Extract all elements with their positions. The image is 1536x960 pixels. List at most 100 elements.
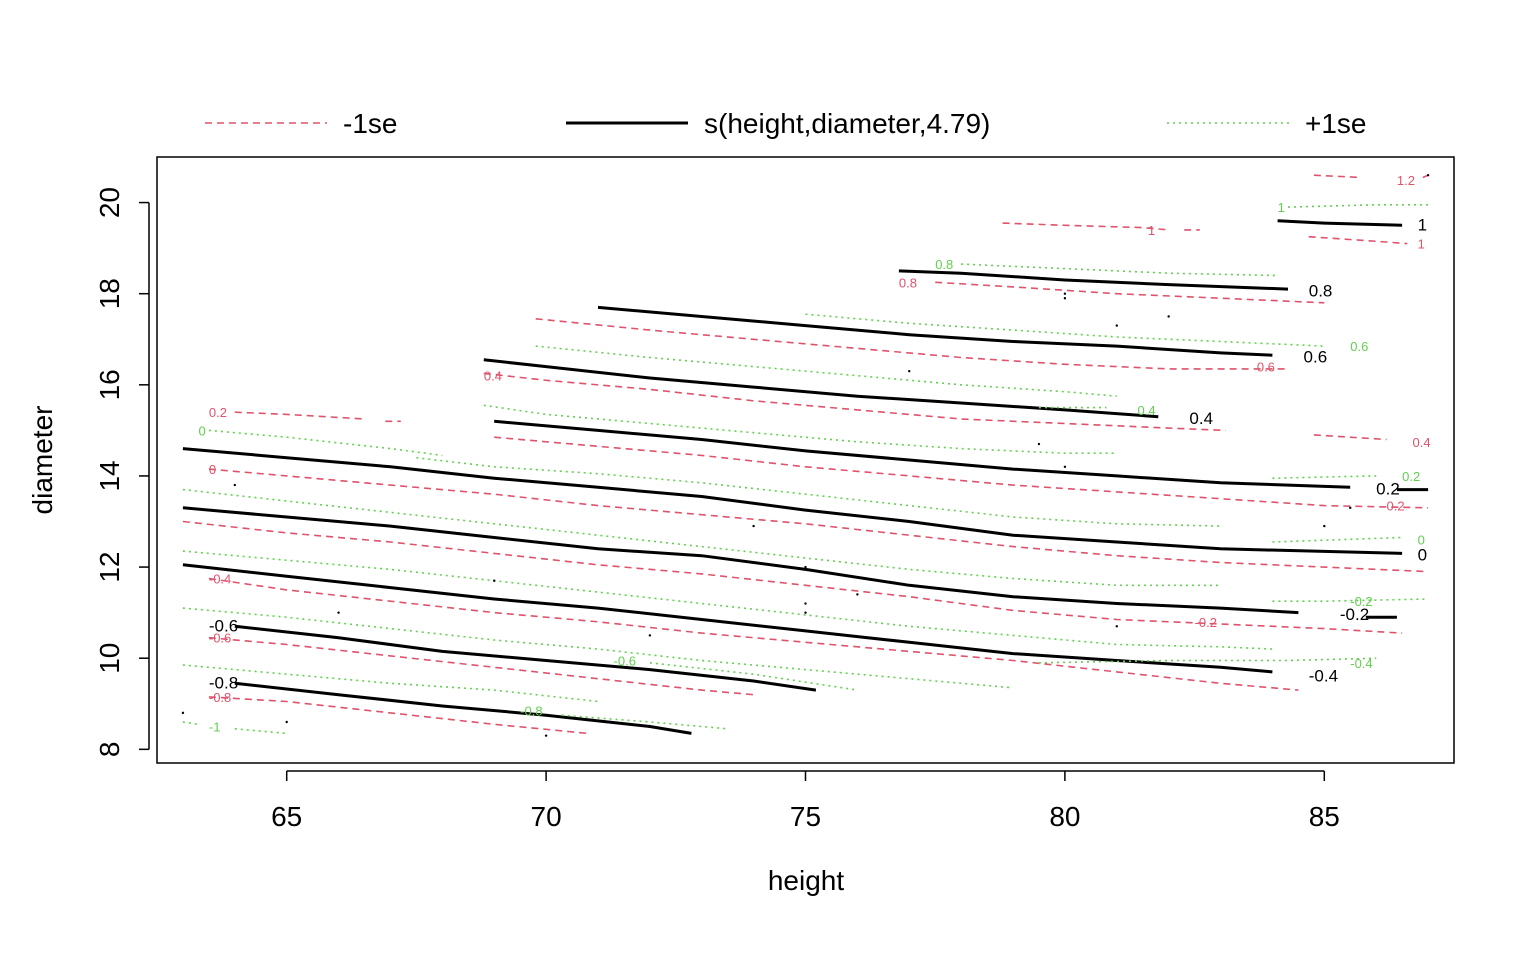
series-dashed: -0.8 -0.6 -0.4 -0.2 0 0.20.2 0.4 0.4 0.6 0.8 1 1 1.2	[182, 173, 1431, 735]
legend-label: s(height,diameter,4.79)	[704, 108, 990, 139]
data-point	[1349, 506, 1352, 510]
data-point	[1323, 524, 1326, 528]
contour-label: 0.6	[1304, 347, 1328, 366]
contour-label: -0.8	[209, 690, 231, 705]
data-point	[1167, 315, 1170, 318]
contour-label: 0.4	[484, 369, 502, 384]
contour-line	[234, 624, 817, 692]
contour-line	[182, 607, 1014, 689]
contour-line	[483, 358, 1159, 419]
data-point	[1063, 465, 1067, 469]
contour-label: -0.6	[614, 653, 636, 668]
contour-label: -0.4	[1350, 656, 1372, 671]
x-tick-label: 80	[1049, 801, 1080, 832]
data-point	[804, 602, 807, 605]
contour-line	[182, 488, 1221, 587]
contour-label: -1	[209, 720, 221, 735]
contour-line	[961, 263, 1278, 277]
contour-line	[483, 404, 1117, 454]
data-point	[1063, 297, 1067, 300]
contour-line	[182, 550, 1273, 650]
contour-line	[1272, 536, 1403, 543]
contour-line	[1313, 174, 1361, 179]
x-axis-label: height	[768, 865, 845, 896]
data-point	[856, 593, 859, 596]
contour-label: -0.2	[1340, 605, 1369, 624]
legend-label: -1se	[343, 108, 397, 139]
series-dotted: -1 -0.8 -0.6 -0.4 -0.2 0 0 0.2 0.4 0.6 0.8 1	[182, 200, 1429, 735]
contour-label: 0.8	[1309, 281, 1333, 300]
y-tick-label: 16	[94, 369, 125, 400]
contour-label: -0.2	[1195, 615, 1217, 630]
data-point	[285, 720, 288, 724]
data-point	[804, 611, 807, 614]
data-point	[493, 579, 496, 582]
contour-label: 1.2	[1397, 173, 1415, 188]
contour-line	[182, 721, 199, 726]
contour-line	[535, 345, 1117, 397]
data-points	[181, 174, 1430, 737]
contour-line	[805, 313, 1325, 347]
contour-line	[208, 696, 588, 735]
y-axis-label: diameter	[27, 406, 58, 515]
data-point	[752, 524, 755, 528]
contour-label: 1	[1418, 237, 1425, 252]
contour-line	[208, 429, 443, 457]
contour-label: -0.4	[209, 571, 231, 586]
contour-line	[1272, 598, 1429, 602]
contour-label: 0.4	[1138, 403, 1156, 418]
contour-line	[597, 305, 1273, 357]
contour-line	[1308, 235, 1408, 245]
contour-label: 0.6	[1257, 360, 1275, 375]
contour-label: -0.2	[1350, 594, 1372, 609]
data-point	[337, 611, 340, 614]
contour-line	[649, 662, 858, 691]
contour-line	[182, 447, 1403, 555]
contour-line	[208, 636, 754, 696]
legend-label: +1se	[1305, 108, 1367, 139]
contour-lines: -0.8-0.6-0.4-0.200.20.40.60.81-0.8-0.6-0…	[182, 173, 1431, 735]
contour-line	[1272, 475, 1377, 479]
contour-line	[208, 577, 1299, 691]
y-tick-label: 12	[94, 551, 125, 582]
contour-line	[234, 411, 365, 420]
contour-label: 0.2	[1376, 480, 1400, 499]
legend: -1se s(height,diameter,4.79) +1se	[205, 108, 1367, 139]
contour-label: 0.8	[935, 257, 953, 272]
data-point	[1063, 292, 1067, 295]
data-point	[1115, 625, 1118, 628]
y-tick-label: 18	[94, 278, 125, 309]
contour-line	[494, 419, 1351, 489]
data-point	[544, 734, 548, 737]
contour-label: 0.2	[1387, 499, 1405, 514]
contour-label: 0	[209, 462, 216, 477]
contour-line	[535, 318, 1288, 370]
plot-frame	[156, 156, 1455, 764]
contour-label: -0.8	[520, 704, 542, 719]
contour-label: 0	[1418, 546, 1427, 565]
contour-label: -0.4	[1309, 666, 1338, 685]
contour-line	[208, 468, 1429, 573]
data-point	[804, 565, 807, 569]
contour-line	[483, 372, 1226, 432]
contour-label: -0.8	[209, 673, 238, 692]
contour-label: 0.4	[1189, 409, 1213, 428]
contour-label: 0	[199, 423, 206, 438]
contour-line	[1002, 222, 1169, 231]
contour-label: 1	[1418, 215, 1427, 234]
contour-label: -0.6	[209, 631, 231, 646]
data-point	[648, 634, 652, 637]
y-tick-label: 10	[94, 643, 125, 674]
contour-line	[898, 269, 1289, 291]
x-tick-label: 85	[1309, 801, 1340, 832]
contour-line	[182, 520, 1403, 634]
data-point	[233, 483, 237, 487]
contour-line	[234, 681, 692, 735]
data-point	[1037, 442, 1041, 446]
contour-line	[234, 728, 287, 735]
contour-line	[1287, 204, 1429, 208]
contour-line	[1277, 219, 1403, 227]
series-solid: -0.8 -0.6 -0.4 -0.2 0 0.2 0.4 0.6 0.8 1	[182, 215, 1429, 735]
